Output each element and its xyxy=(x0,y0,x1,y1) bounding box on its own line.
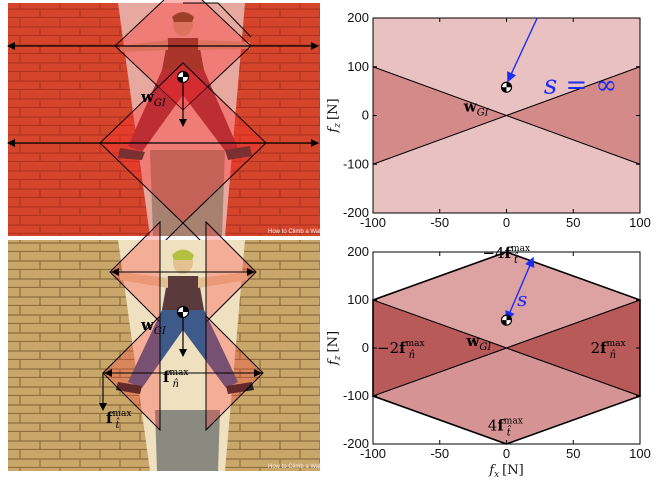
com-quadrant xyxy=(506,82,512,88)
x-tick-label: 100 xyxy=(629,446,651,461)
s-infinity-label: s = ∞ xyxy=(544,71,617,101)
watermark-bottom: How to Climb a Wall xyxy=(268,464,322,470)
com-quadrant xyxy=(501,320,507,326)
x-tick-label: 0 xyxy=(503,446,510,461)
y-axis-label: fz[N] xyxy=(326,98,343,133)
s-label: s xyxy=(517,287,527,311)
top-vertex-label: −4fmax t̂ xyxy=(482,244,530,266)
y-tick-label: -100 xyxy=(343,388,369,403)
com-marker-top xyxy=(176,70,190,84)
ft-max-label: fmax t̂ xyxy=(106,409,131,431)
x-tick-label: 50 xyxy=(566,446,580,461)
y-tick-label: 0 xyxy=(362,340,369,355)
y-tick-label: 0 xyxy=(362,108,369,123)
right-vertex-label: 2fmax n̂ xyxy=(591,339,626,361)
x-tick-label: -50 xyxy=(430,215,449,230)
x-tick-label: 100 xyxy=(629,215,651,230)
top-climber-photo: wGI xyxy=(7,0,320,287)
x-tick-label: 50 xyxy=(566,215,580,230)
left-vertex-label: −2fmax n̂ xyxy=(377,339,425,361)
com-quadrant xyxy=(506,315,512,321)
wall-gap-shadow xyxy=(150,150,225,236)
y-tick-label: 200 xyxy=(347,244,369,259)
bottom-climber-photo: wGI fmax n̂ fmax t̂ xyxy=(8,220,320,471)
y-tick-label: -100 xyxy=(343,156,369,171)
direction-arrow xyxy=(507,17,538,83)
x-tick-label: 0 xyxy=(503,215,510,230)
climber-figure xyxy=(116,249,254,394)
x-tick-label: -100 xyxy=(360,215,386,230)
y-tick-label: 100 xyxy=(347,292,369,307)
com-point xyxy=(500,81,513,93)
x-axis-label: fx [N] xyxy=(488,463,523,480)
w-gi-label-top: wGI xyxy=(140,88,167,109)
bottom-vertex-label: 4fmax t̂ xyxy=(488,417,523,439)
y-tick-label: -200 xyxy=(343,436,369,451)
y-axis-label: fz[N] xyxy=(326,331,343,366)
com-marker-bottom xyxy=(176,305,190,319)
x-tick-label: -50 xyxy=(430,446,449,461)
direction-arrow xyxy=(505,256,535,322)
y-tick-label: -200 xyxy=(343,205,369,220)
com-point xyxy=(500,314,513,326)
w-gi-annotation: wGI xyxy=(463,98,490,119)
com-quadrant xyxy=(501,87,507,93)
wall-gap-shadow xyxy=(155,410,220,471)
x-tick-label: -100 xyxy=(360,446,386,461)
y-tick-label: 100 xyxy=(347,59,369,74)
w-gi-label-bottom: wGI xyxy=(140,316,167,337)
y-tick-label: 200 xyxy=(347,10,369,25)
fn-max-label: fmax n̂ xyxy=(163,368,188,390)
w-gi-annotation: wGI xyxy=(465,332,492,353)
watermark-top: How to Climb a Wall xyxy=(268,229,322,235)
